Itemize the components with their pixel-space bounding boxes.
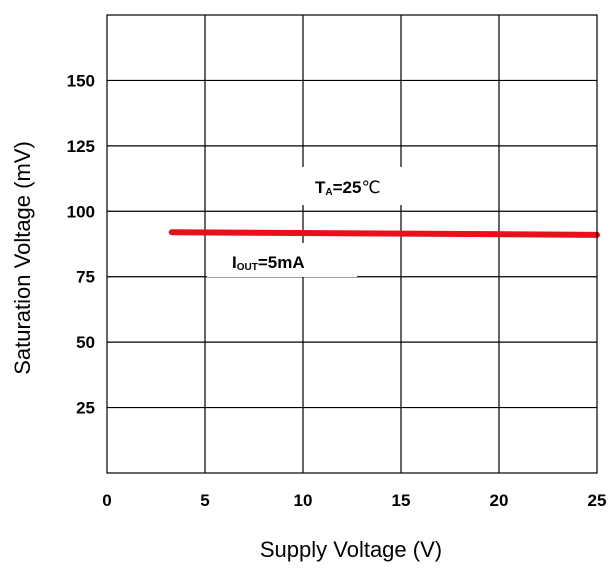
x-tick-label: 5 xyxy=(200,491,209,510)
y-tick-label: 75 xyxy=(76,268,95,287)
series-line-0 xyxy=(168,229,600,238)
y-tick-labels: 25 50 75 100 125 150 xyxy=(67,71,95,417)
grid xyxy=(107,15,597,473)
current-annotation-box xyxy=(207,243,357,277)
x-tick-label: 25 xyxy=(588,491,607,510)
y-axis-label: Saturation Voltage (mV) xyxy=(10,141,35,375)
y-tick-label: 100 xyxy=(67,202,95,221)
current-annotation: IOUT=5mA xyxy=(232,253,305,273)
y-tick-label: 125 xyxy=(67,137,95,156)
x-tick-label: 0 xyxy=(102,491,111,510)
x-tick-label: 20 xyxy=(490,491,509,510)
x-tick-labels: 0 5 10 15 20 25 xyxy=(102,491,606,510)
y-tick-label: 150 xyxy=(67,71,95,90)
series-layer xyxy=(168,229,600,238)
plot-frame xyxy=(106,14,598,474)
temperature-annotation-box xyxy=(300,167,404,205)
y-tick-label: 50 xyxy=(76,333,95,352)
temperature-annotation: TA=25℃ xyxy=(315,178,381,198)
y-tick-label: 25 xyxy=(76,399,95,418)
x-tick-label: 10 xyxy=(294,491,313,510)
x-tick-label: 15 xyxy=(392,491,411,510)
x-axis-label: Supply Voltage (V) xyxy=(260,537,442,562)
